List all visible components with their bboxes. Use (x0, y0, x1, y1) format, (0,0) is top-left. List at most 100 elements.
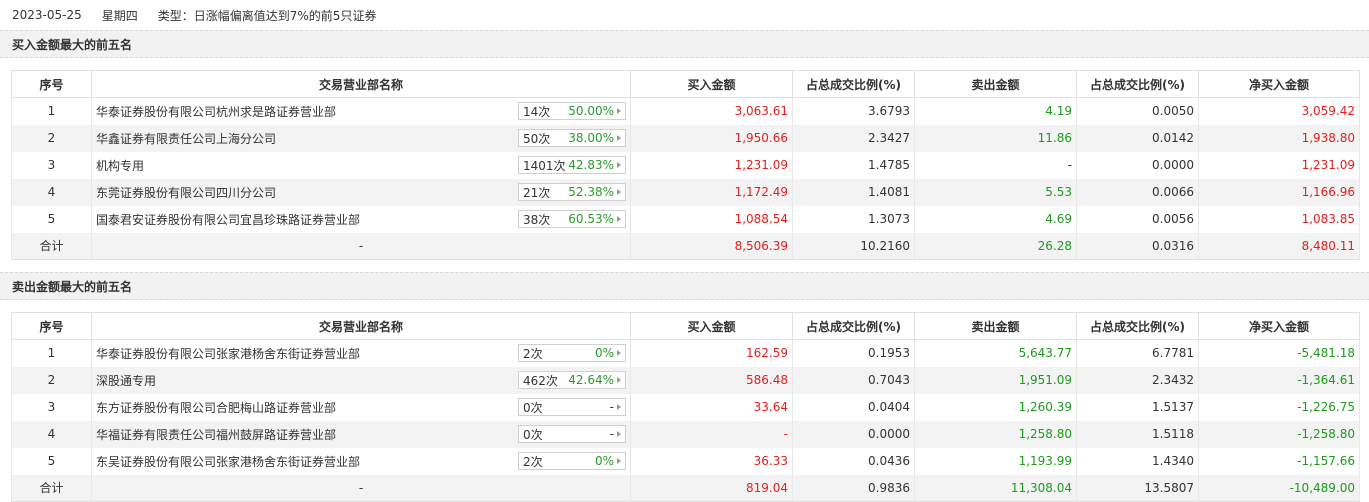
branch-cell: 华泰证券股份有限公司杭州求是路证券营业部 14次 50.00% (91, 97, 631, 125)
sell-ratio: 0.0056 (1076, 205, 1199, 233)
branch-name[interactable]: 国泰君安证券股份有限公司宜昌珍珠路证券营业部 (96, 212, 361, 227)
success-rate: 38.00% (568, 131, 614, 145)
appearance-count: 0次 (523, 427, 543, 442)
seq-cell: 1 (11, 97, 92, 125)
buy-top5-table: 序号 交易营业部名称 买入金额 占总成交比例(%) 卖出金额 占总成交比例(%)… (11, 70, 1360, 260)
total-label: 合计 (11, 232, 92, 260)
success-rate: 0% (594, 346, 614, 361)
sell-amount: 1,258.80 (914, 420, 1077, 448)
net-amount: -1,226.75 (1198, 393, 1360, 421)
net-amount: -5,481.18 (1198, 339, 1360, 367)
sell-amount: 5,643.77 (914, 339, 1077, 367)
total-name: - (91, 474, 631, 502)
table-header-row: 序号 交易营业部名称 买入金额 占总成交比例(%) 卖出金额 占总成交比例(%)… (11, 70, 1360, 98)
success-rate: 0% (594, 454, 614, 468)
sell-amount: - (914, 151, 1077, 179)
branch-cell: 机构专用 1401次 42.83% (91, 151, 631, 179)
branch-stats-button[interactable]: 1401次 42.83% (518, 156, 626, 174)
total-buy-ratio: 0.9836 (792, 474, 915, 502)
branch-name[interactable]: 华泰证券股份有限公司张家港杨舍东街证券营业部 (96, 346, 361, 361)
branch-name[interactable]: 东莞证券股份有限公司四川分公司 (96, 185, 277, 200)
sell-amount: 4.69 (914, 205, 1077, 233)
appearance-count: 21次 (523, 185, 551, 200)
col-sell: 卖出金额 (914, 70, 1077, 98)
success-rate: - (609, 427, 614, 441)
col-buy: 买入金额 (630, 70, 793, 98)
table-row: 1 华泰证券股份有限公司张家港杨舍东街证券营业部 2次 0% 162.59 0.1953 5… (11, 339, 1360, 367)
branch-name[interactable]: 华福证券有限责任公司福州鼓屏路证券营业部 (96, 427, 337, 442)
appearance-count: 0次 (523, 400, 543, 415)
buy-amount: 1,950.66 (630, 124, 793, 152)
branch-stats-button[interactable]: 2次 0% (518, 452, 626, 470)
table-row: 2 深股通专用 462次 42.64% 586.48 0.7043 1,951.09 2.34… (11, 366, 1360, 394)
branch-stats-button[interactable]: 14次 50.00% (518, 102, 626, 121)
table-row: 3 东方证券股份有限公司合肥梅山路证券营业部 0次 - 33.64 0.0404 1,260… (11, 393, 1360, 421)
branch-stats-button[interactable]: 0次 - (518, 398, 626, 416)
buy-ratio: 1.4785 (792, 151, 915, 179)
seq-cell: 2 (11, 366, 92, 394)
seq-cell: 4 (11, 420, 92, 448)
branch-name[interactable]: 华泰证券股份有限公司杭州求是路证券营业部 (96, 104, 337, 119)
total-net: -10,489.00 (1198, 474, 1360, 502)
sell-ratio: 0.0142 (1076, 124, 1199, 152)
net-amount: -1,364.61 (1198, 366, 1360, 394)
branch-name[interactable]: 东方证券股份有限公司合肥梅山路证券营业部 (96, 400, 337, 415)
total-buy: 819.04 (630, 474, 793, 502)
chevron-right-icon (617, 216, 621, 222)
branch-stats-button[interactable]: 2次 0% (518, 344, 626, 363)
total-name: - (91, 232, 631, 260)
branch-cell: 华福证券有限责任公司福州鼓屏路证券营业部 0次 - (91, 420, 631, 448)
table-row: 1 华泰证券股份有限公司杭州求是路证券营业部 14次 50.00% 3,063.61 3.… (11, 97, 1360, 125)
col-sell-pct: 占总成交比例(%) (1076, 312, 1199, 340)
branch-stats-button[interactable]: 50次 38.00% (518, 129, 626, 147)
buy-ratio: 1.4081 (792, 178, 915, 206)
chevron-right-icon (617, 404, 621, 410)
chevron-right-icon (617, 431, 621, 437)
buy-amount: 162.59 (630, 339, 793, 367)
branch-name[interactable]: 东吴证券股份有限公司张家港杨舍东街证券营业部 (96, 454, 361, 469)
sell-ratio: 2.3432 (1076, 366, 1199, 394)
sell-amount: 4.19 (914, 97, 1077, 125)
chevron-right-icon (617, 162, 621, 168)
col-seq: 序号 (11, 70, 92, 98)
branch-cell: 华泰证券股份有限公司张家港杨舍东街证券营业部 2次 0% (91, 339, 631, 367)
branch-stats-button[interactable]: 462次 42.64% (518, 371, 626, 389)
buy-ratio: 0.0436 (792, 447, 915, 475)
branch-name[interactable]: 深股通专用 (96, 373, 157, 388)
appearance-count: 1401次 (523, 158, 566, 173)
appearance-count: 14次 (523, 104, 551, 119)
total-net: 8,480.11 (1198, 232, 1360, 260)
buy-ratio: 0.0404 (792, 393, 915, 421)
buy-amount: 586.48 (630, 366, 793, 394)
table-row: 5 东吴证券股份有限公司张家港杨舍东街证券营业部 2次 0% 36.33 0.0436 1,… (11, 447, 1360, 475)
branch-stats-button[interactable]: 0次 - (518, 425, 626, 443)
col-sell-pct: 占总成交比例(%) (1076, 70, 1199, 98)
branch-cell: 东莞证券股份有限公司四川分公司 21次 52.38% (91, 178, 631, 206)
total-buy: 8,506.39 (630, 232, 793, 260)
appearance-count: 2次 (523, 454, 543, 469)
trade-weekday: 星期四 (101, 8, 138, 23)
col-name: 交易营业部名称 (91, 312, 631, 340)
branch-cell: 国泰君安证券股份有限公司宜昌珍珠路证券营业部 38次 60.53% (91, 205, 631, 233)
col-seq: 序号 (11, 312, 92, 340)
seq-cell: 5 (11, 447, 92, 475)
table-row: 2 华鑫证券有限责任公司上海分公司 50次 38.00% 1,950.66 2.3427 1… (11, 124, 1360, 152)
branch-name[interactable]: 华鑫证券有限责任公司上海分公司 (96, 131, 277, 146)
branch-cell: 东吴证券股份有限公司张家港杨舍东街证券营业部 2次 0% (91, 447, 631, 475)
success-rate: 42.83% (568, 158, 614, 172)
table-header-row: 序号 交易营业部名称 买入金额 占总成交比例(%) 卖出金额 占总成交比例(%)… (11, 312, 1360, 340)
branch-stats-button[interactable]: 38次 60.53% (518, 210, 626, 228)
total-row: 合计 -819.04 0.9836 11,308.04 13.5807 -10,489.0… (11, 474, 1360, 502)
buy-ratio: 3.6793 (792, 97, 915, 125)
col-buy-pct: 占总成交比例(%) (792, 70, 915, 98)
branch-cell: 深股通专用 462次 42.64% (91, 366, 631, 394)
table-row: 3 机构专用 1401次 42.83% 1,231.09 1.4785-0.0000 1,2… (11, 151, 1360, 179)
seq-cell: 2 (11, 124, 92, 152)
net-amount: 1,231.09 (1198, 151, 1360, 179)
buy-ratio: 0.0000 (792, 420, 915, 448)
branch-stats-button[interactable]: 21次 52.38% (518, 183, 626, 201)
chevron-right-icon (617, 350, 621, 357)
chevron-right-icon (617, 189, 621, 195)
branch-name[interactable]: 机构专用 (96, 158, 145, 173)
table-row: 4 华福证券有限责任公司福州鼓屏路证券营业部 0次 - -0.0000 1,258.80 1… (11, 420, 1360, 448)
